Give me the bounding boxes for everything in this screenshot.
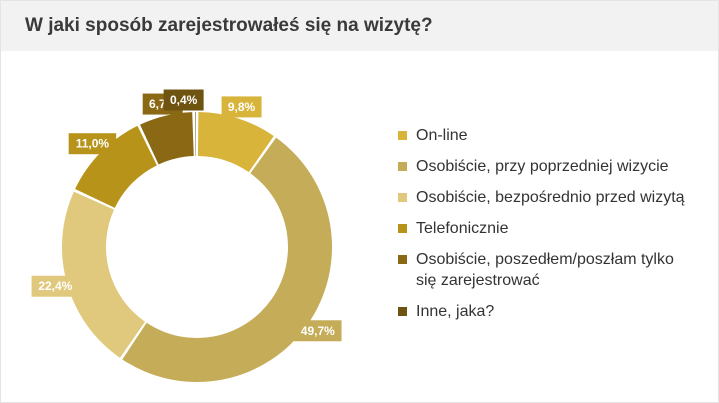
data-label-text: 22,4% (38, 279, 72, 293)
chart-title: W jaki sposób zarejestrowałeś się na wiz… (25, 15, 433, 36)
data-label-on-line: 9,8% (221, 96, 262, 118)
data-label-text: 0,4% (170, 93, 198, 107)
donut-chart: 9,8%49,7%22,4%11,0%6,7%0,4% (31, 89, 342, 382)
data-label-text: 49,7% (301, 324, 335, 338)
legend-item-telefonicznie: Telefonicznie (398, 218, 698, 239)
data-label-osobiscie-przy-poprzedniej-wizycie: 49,7% (294, 320, 342, 342)
chart-legend: On-line Osobiście, przy poprzedniej wizyc… (398, 125, 698, 332)
legend-swatch (398, 131, 407, 140)
data-label-box (294, 320, 342, 342)
data-label-box (221, 96, 262, 118)
data-label-telefonicznie: 11,0% (68, 133, 117, 155)
data-label-box (68, 133, 117, 155)
slice-osobiscie-poszedlem-poszlam-tylko-sie-zarejestrowac (140, 112, 194, 165)
data-label-box (31, 275, 80, 297)
legend-item-osobiscie-przy-poprzedniej-wizycie: Osobiście, przy poprzedniej wizycie (398, 156, 698, 177)
legend-label: On-line (416, 127, 468, 144)
legend-label: Osobiście, bezpośrednio przed wizytą (416, 189, 685, 206)
legend-item-osobiscie-poszedlem-poszlam-tylko-sie-zarejestrowac: Osobiście, poszedłem/poszłam tylko się z… (398, 249, 698, 291)
data-label-box (163, 89, 204, 111)
slice-osobiscie-przy-poprzedniej-wizycie (122, 137, 332, 382)
legend-swatch (398, 255, 407, 264)
legend-label: Telefonicznie (416, 220, 509, 237)
legend-label: Osobiście, przy poprzedniej wizycie (416, 158, 669, 175)
legend-item-on-line: On-line (398, 125, 698, 146)
slice-on-line (197, 112, 274, 173)
legend-item-inne-jaka: Inne, jaka? (398, 301, 698, 322)
legend-swatch (398, 162, 407, 171)
legend-item-osobiscie-bezposrednio-przed-wizyta: Osobiście, bezpośrednio przed wizytą (398, 187, 698, 208)
data-label-osobiscie-bezposrednio-przed-wizyta: 22,4% (31, 275, 80, 297)
slice-telefonicznie (75, 125, 157, 208)
legend-swatch (398, 307, 407, 316)
legend-swatch (398, 224, 407, 233)
data-label-text: 9,8% (228, 100, 256, 114)
card-header: W jaki sposób zarejestrowałeś się na wiz… (1, 1, 718, 51)
data-label-text: 11,0% (76, 137, 110, 151)
legend-label: Inne, jaka? (416, 303, 495, 320)
legend-label: Osobiście, poszedłem/poszłam tylko się z… (416, 251, 674, 289)
legend-swatch (398, 193, 407, 202)
data-label-inne-jaka: 0,4% (163, 89, 204, 111)
slice-inne-jaka (195, 112, 197, 157)
slice-osobiscie-bezposrednio-przed-wizyta (62, 191, 146, 358)
